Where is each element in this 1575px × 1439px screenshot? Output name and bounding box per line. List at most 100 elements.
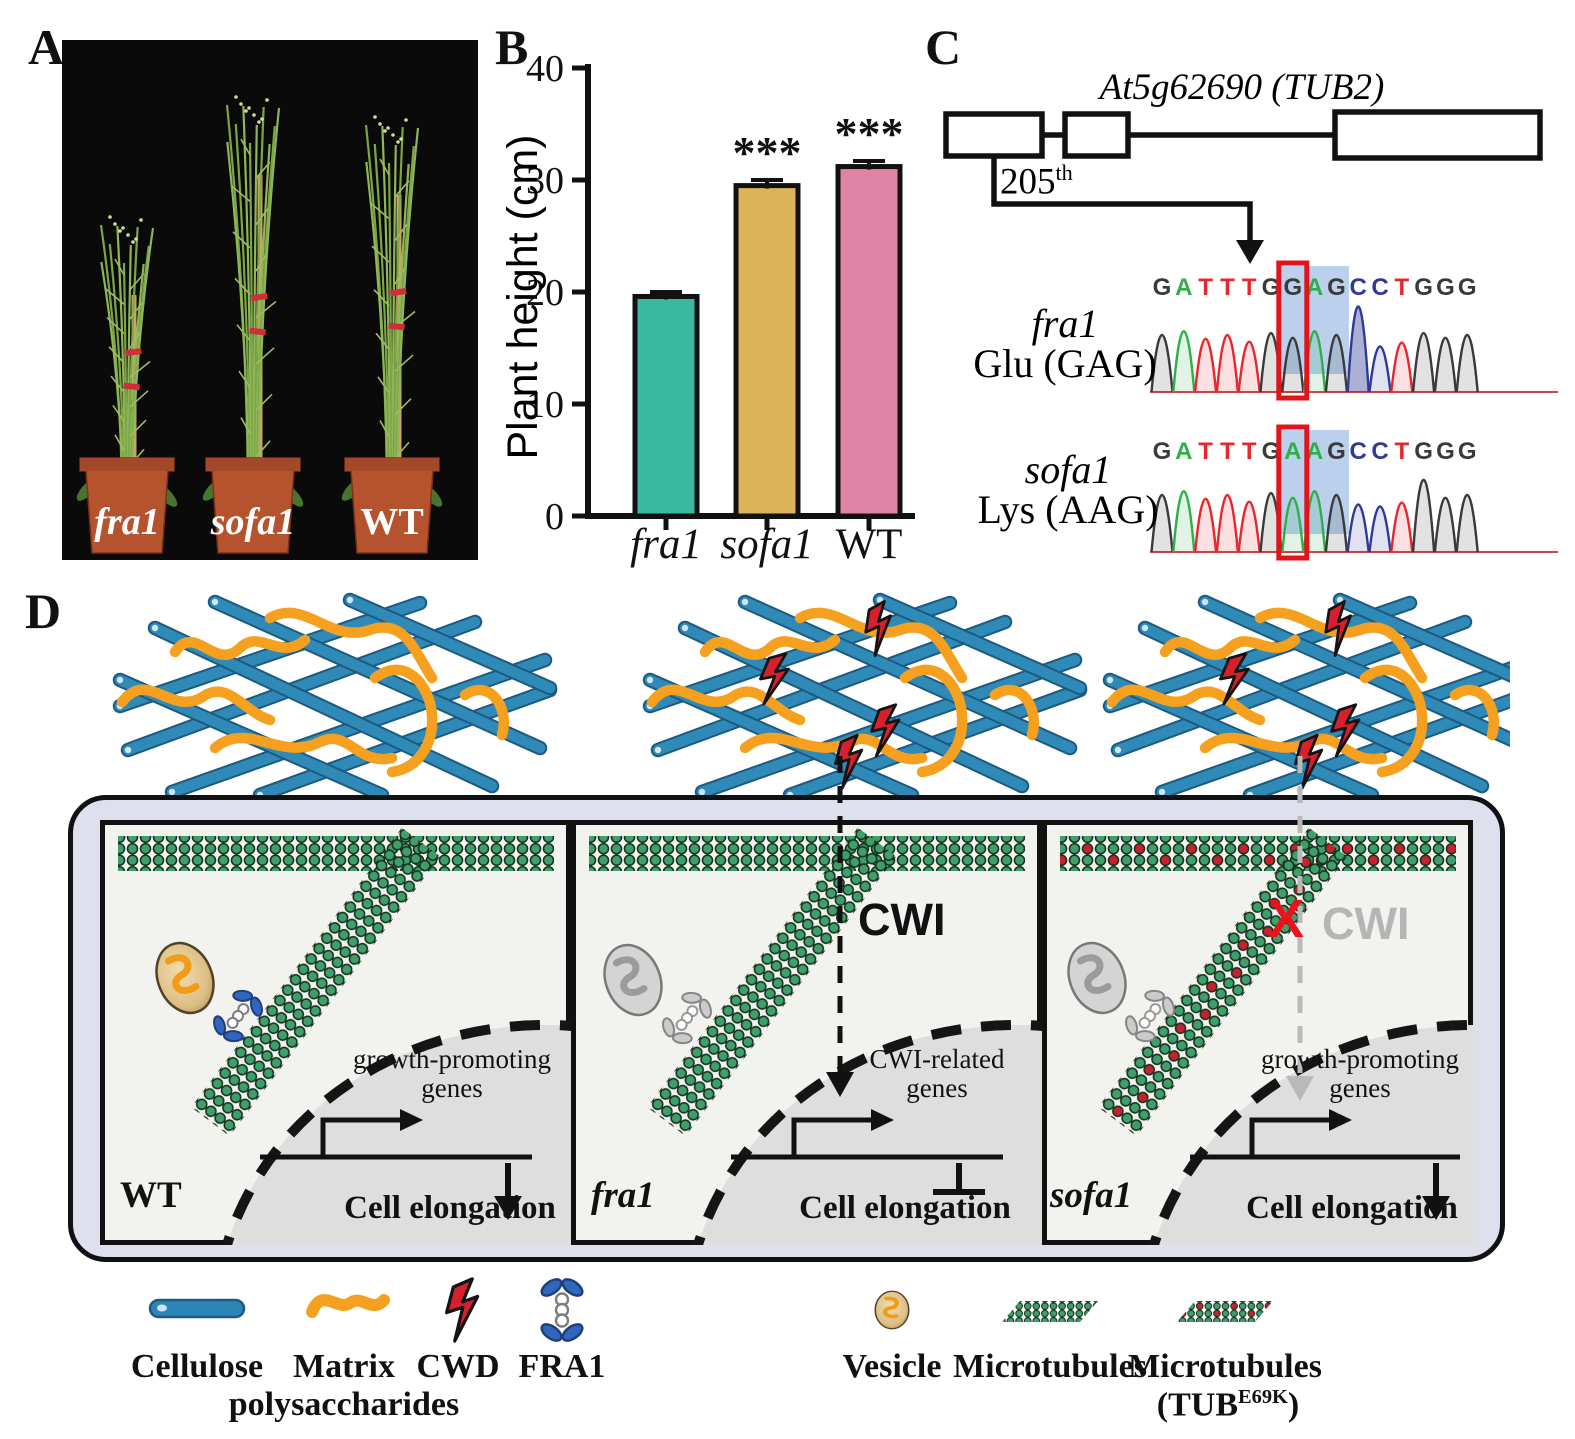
base-letter: T	[1220, 438, 1235, 465]
peak-G	[1455, 334, 1479, 393]
stem	[256, 107, 281, 496]
base-letter: A	[1306, 438, 1323, 465]
promoter-arrowhead	[871, 1109, 894, 1131]
peak-T	[1390, 501, 1414, 553]
codon-highlight	[1280, 266, 1349, 374]
legend-tub-post: )	[1287, 1386, 1300, 1424]
stem	[381, 125, 392, 496]
cell-panel-fra1	[571, 820, 1042, 1245]
peak-T	[1193, 497, 1218, 553]
peak-T	[1215, 334, 1240, 393]
stem	[392, 126, 404, 496]
matrix-polysaccharide	[794, 607, 968, 684]
legend-icons	[148, 1275, 1273, 1346]
base-letter: C	[1371, 274, 1388, 301]
base-letter: G	[1436, 438, 1455, 465]
peak-T	[1237, 340, 1261, 393]
mutation-box	[1276, 424, 1310, 561]
fra1-icon	[537, 1275, 587, 1346]
significance-label: ***	[835, 108, 904, 159]
matrix-polysaccharide	[1106, 684, 1266, 726]
base-letter: T	[1242, 274, 1257, 301]
promoter-arrowhead	[1329, 1109, 1352, 1131]
base-letter: C	[1350, 274, 1367, 301]
genes-line2-fra1: genes	[906, 1073, 968, 1103]
y-axis-label: Plant height (cm)	[499, 134, 547, 460]
y-tick-label: 10	[526, 384, 564, 426]
legend-tub-pre: (TUB	[1156, 1386, 1239, 1424]
cellulose-rod	[874, 594, 1086, 694]
pot-label-sofa1: sofa1	[210, 501, 296, 543]
panel-letter-d: D	[25, 583, 62, 639]
base-letter: A	[1175, 438, 1192, 465]
bar-WT	[835, 164, 903, 519]
microtubule-mutant-horizontal	[1060, 836, 1456, 871]
legend-label-cwd: CWD	[416, 1348, 500, 1385]
x-tick-label-WT: WT	[835, 521, 903, 568]
matrix-polysaccharide	[646, 684, 806, 726]
wall-lattice-2	[1102, 592, 1510, 800]
cellulose-rod	[644, 597, 956, 712]
matrix-polysaccharide	[169, 634, 311, 660]
cell-panel-sofa1	[1042, 820, 1473, 1245]
peak-T	[1193, 337, 1218, 393]
genes-line2-wt: genes	[421, 1073, 483, 1103]
mutation-arrowhead	[1236, 240, 1264, 264]
peak-C	[1346, 305, 1370, 393]
tie	[388, 322, 405, 331]
microtubule-mutant-diagonal	[1098, 827, 1348, 1136]
base-letter: G	[1262, 438, 1281, 465]
legend-label-vesicle: Vesicle	[842, 1348, 942, 1385]
matrix-polysaccharide	[264, 607, 438, 684]
exon-2	[1062, 111, 1131, 159]
stem	[253, 106, 265, 496]
microtubule-diagonal	[191, 827, 441, 1136]
cellulose-rod	[652, 616, 1011, 756]
microtubules-mutant-icon	[1177, 1301, 1273, 1322]
pot-label-fra1: fra1	[94, 501, 160, 543]
legend-label-microtubules: Microtubules	[953, 1348, 1147, 1385]
y-tick-label: 0	[545, 496, 564, 538]
x-tick-label-sofa1: sofa1	[720, 521, 814, 568]
genes-line1-fra1: CWI-related	[869, 1044, 1005, 1074]
chromatogram-name-sofa1: sofa1	[1024, 447, 1112, 492]
x-tick-label-fra1: fra1	[630, 521, 702, 568]
mutation-box	[1276, 260, 1310, 401]
wall-lattice-0	[112, 592, 558, 800]
tie	[249, 327, 266, 336]
base-letter: T	[1198, 438, 1213, 465]
plant	[341, 115, 443, 554]
stem	[226, 141, 251, 496]
tie	[123, 382, 140, 391]
cwi-blocked-x: X	[1268, 889, 1305, 949]
base-letter: G	[1153, 438, 1172, 465]
peak-G	[1411, 332, 1436, 393]
cwd-icon	[444, 1277, 480, 1343]
cell-label-fra1: fra1	[591, 1175, 655, 1216]
cwi-label: CWI	[858, 894, 946, 945]
peak-C	[1368, 345, 1392, 393]
nucleus	[221, 1020, 571, 1245]
cellulose-rod	[1112, 616, 1471, 756]
matrix-polysaccharide	[1254, 607, 1428, 684]
mutation-position-sup: th	[1055, 160, 1073, 185]
plant-photo	[62, 40, 478, 560]
matrix-polysaccharide	[116, 684, 276, 726]
microtubule-diagonal	[647, 827, 897, 1136]
tie	[251, 293, 268, 302]
base-letter: G	[1283, 274, 1302, 301]
panel-letter-b: B	[495, 19, 529, 75]
stem	[365, 161, 390, 496]
cwi-label-gray: CWI	[1322, 898, 1410, 949]
matrix-polysaccharide	[1359, 664, 1428, 778]
peak-G	[1411, 478, 1436, 553]
outcome-fra1: Cell elongation	[799, 1190, 1011, 1226]
cellulose-rod	[1334, 594, 1510, 681]
gene-diagram: G A T T T G G A G C C T G G GG A T T T G A A G C C T G G G	[943, 109, 1558, 561]
promoter-arrow	[791, 1117, 874, 1157]
stem	[373, 143, 391, 496]
cellulose-icon	[148, 1298, 246, 1319]
legend-label-microtubules-mutant-1: Microtubules	[1128, 1348, 1322, 1385]
base-letter: G	[1153, 274, 1172, 301]
